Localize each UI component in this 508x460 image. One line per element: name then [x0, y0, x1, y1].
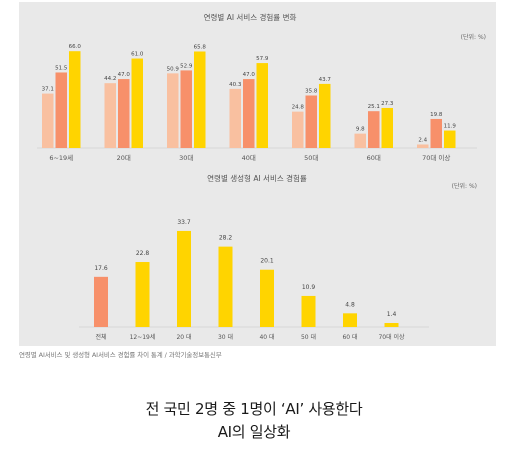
chart2-bar — [301, 295, 316, 327]
chart1-bar — [55, 72, 67, 148]
chart1-value-label: 61.0 — [131, 52, 144, 58]
chart1-unit-label: (단위: %) — [461, 33, 486, 41]
chart2-bar — [343, 313, 357, 327]
chart2-unit-label: (단위: %) — [452, 182, 477, 190]
chart2-category-label: 20 대 — [176, 333, 191, 341]
chart2-category-label: 12~19세 — [130, 333, 156, 341]
chart1-bar — [417, 144, 429, 148]
chart1-value-label: 51.5 — [55, 65, 68, 71]
chart2-value-label: 22.8 — [136, 250, 150, 257]
chart1-value-label: 35.8 — [305, 88, 318, 94]
chart1-bar — [243, 79, 255, 148]
chart1-value-label: 11.9 — [444, 124, 457, 130]
chart1-bar — [131, 58, 143, 148]
chart2-value-label: 17.6 — [94, 265, 108, 272]
chart1-bar — [180, 70, 192, 148]
chart-panel: 연령별 AI 서비스 경험률 변화 (단위: %) 37.1 51.5 66.0 6~… — [19, 2, 496, 346]
chart1-value-label: 65.8 — [194, 44, 207, 50]
chart2-plot: 17.6 전체 22.8 12~19세 33.7 20 대 28.2 30 대 20.1 40 대… — [94, 219, 405, 341]
chart1-title: 연령별 AI 서비스 경험률 변화 — [204, 12, 297, 22]
chart2-value-label: 4.8 — [345, 301, 355, 308]
chart2-value-label: 20.1 — [260, 258, 274, 265]
chart1-bar — [194, 51, 206, 148]
chart1-category-label: 60대 — [367, 154, 381, 162]
caption-title: 전 국민 2명 중 1명이 ‘AI’ 사용한다 — [145, 400, 363, 418]
chart1-value-label: 40.3 — [229, 82, 242, 88]
chart1-bar — [292, 111, 304, 148]
chart1-value-label: 47.0 — [243, 72, 256, 78]
chart2-value-label: 33.7 — [177, 219, 191, 226]
chart2-category-label: 70대 이상 — [378, 333, 405, 341]
chart2-category-label: 전체 — [95, 333, 106, 341]
chart1-bar — [319, 83, 331, 148]
chart2-title: 연령별 생성형 AI 서비스 경험률 — [207, 173, 307, 183]
chart1-bar — [104, 83, 116, 148]
chart2-bar — [177, 230, 191, 327]
chart1-bar — [354, 133, 366, 148]
chart1-category-label: 6~19세 — [49, 153, 73, 162]
chart1-value-label: 50.9 — [167, 66, 180, 72]
chart1-category-label: 30대 — [179, 154, 193, 162]
chart1-value-label: 19.8 — [430, 112, 443, 118]
source-note: 연령별 AI서비스 및 생성형 AI서비스 경험률 차이 통계 / 과학기술정보… — [19, 351, 222, 359]
chart2-value-label: 10.9 — [302, 284, 316, 291]
chart2-category-label: 50 대 — [301, 333, 316, 341]
chart1-value-label: 43.7 — [319, 77, 332, 83]
chart1-value-label: 44.2 — [104, 76, 116, 82]
chart2-bar — [218, 246, 233, 327]
chart2-bar — [384, 323, 399, 327]
chart1-bar — [118, 79, 130, 148]
chart2-bar — [260, 269, 274, 327]
chart1-category-label: 20대 — [117, 154, 131, 162]
chart1-bar — [430, 118, 442, 148]
chart-svg: 연령별 AI 서비스 경험률 변화 (단위: %) 37.1 51.5 66.0 6~… — [37, 12, 486, 341]
chart1-value-label: 47.0 — [118, 72, 131, 78]
chart1-value-label: 2.4 — [418, 137, 427, 143]
chart1-bar — [305, 95, 317, 148]
chart1-category-label: 40대 — [242, 154, 256, 162]
chart2-value-label: 1.4 — [387, 311, 397, 318]
chart1-bar — [256, 63, 268, 148]
caption-subtitle: AI의 일상화 — [217, 423, 291, 441]
chart1-value-label: 37.1 — [42, 87, 54, 93]
chart2-category-label: 30 대 — [218, 333, 233, 341]
chart1-bar — [69, 51, 81, 149]
chart1-value-label: 66.0 — [69, 44, 82, 50]
chart1-value-label: 24.8 — [292, 105, 305, 111]
chart1-category-label: 50대 — [304, 154, 318, 162]
chart1-value-label: 25.1 — [368, 104, 380, 110]
chart1-bar — [444, 130, 456, 148]
chart2-category-label: 40 대 — [259, 333, 274, 341]
chart1-bar — [229, 88, 241, 148]
chart1-value-label: 52.9 — [180, 63, 193, 69]
chart1-bar — [381, 107, 393, 148]
chart1-category-label: 70대 이상 — [422, 153, 450, 162]
chart1-value-label: 9.8 — [356, 127, 365, 133]
chart1-value-label: 57.9 — [256, 56, 269, 62]
chart1-bar — [167, 73, 179, 148]
chart1-bar — [368, 111, 380, 148]
chart2-bar — [135, 262, 150, 327]
chart1-value-label: 27.3 — [381, 101, 394, 107]
chart2-value-label: 28.2 — [219, 235, 233, 242]
chart2-category-label: 60 대 — [342, 333, 357, 341]
chart2-bar — [94, 276, 108, 327]
chart1-bar — [42, 93, 54, 148]
